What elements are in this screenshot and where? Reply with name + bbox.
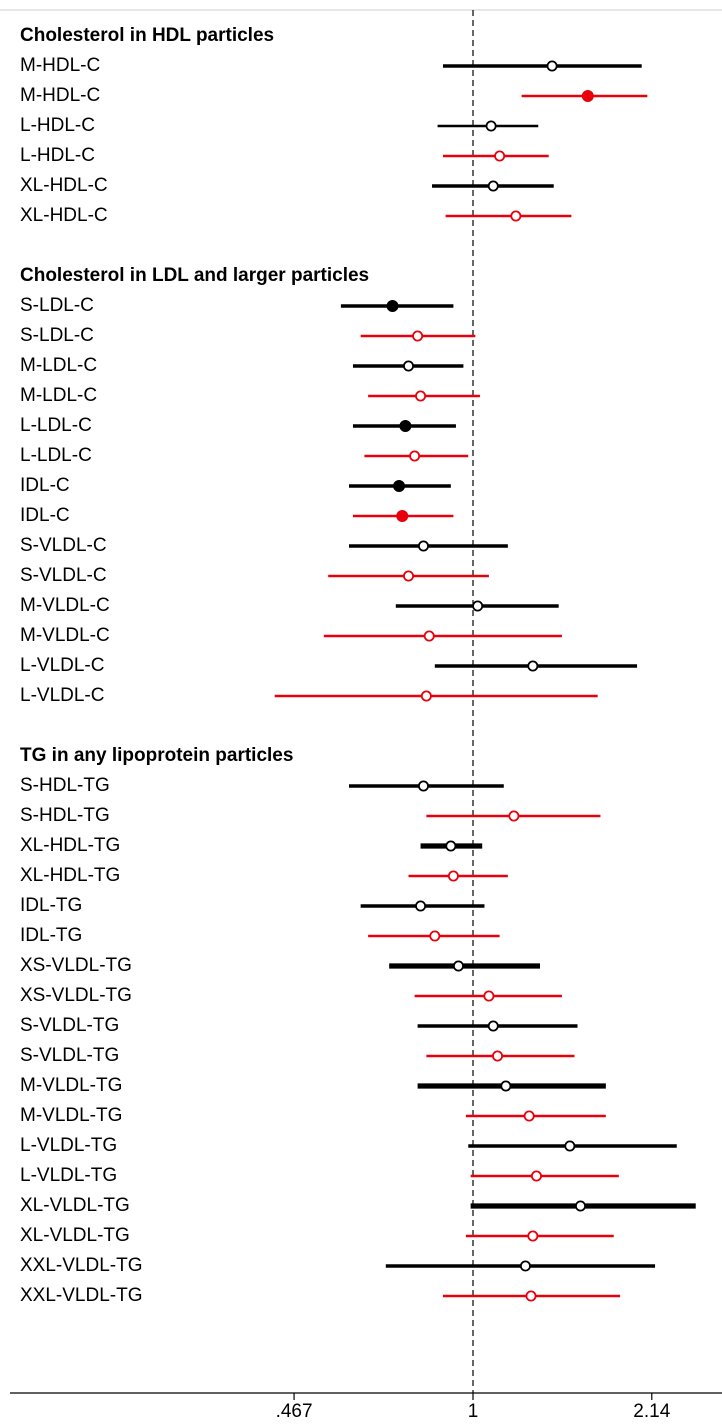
point-estimate-hollow <box>445 840 457 852</box>
row-label: M-HDL-C <box>20 55 100 76</box>
point-estimate-hollow <box>519 1260 531 1272</box>
row-label: L-HDL-C <box>20 115 95 136</box>
section-title: Cholesterol in LDL and larger particles <box>20 265 369 286</box>
point-estimate-hollow <box>492 1050 504 1062</box>
row-label: IDL-TG <box>20 925 82 946</box>
point-estimate-hollow <box>472 600 484 612</box>
row-label: XL-HDL-TG <box>20 835 120 856</box>
row-label: L-HDL-C <box>20 145 95 166</box>
point-estimate-hollow <box>487 1020 499 1032</box>
row-label: S-LDL-C <box>20 325 94 346</box>
row-label: S-HDL-TG <box>20 775 110 796</box>
point-estimate-hollow <box>429 930 441 942</box>
point-estimate-hollow <box>417 780 429 792</box>
x-tick-label: 2.14 <box>633 1401 670 1422</box>
row-label: M-HDL-C <box>20 85 100 106</box>
row-label: M-VLDL-C <box>20 625 110 646</box>
point-estimate-hollow <box>530 1170 542 1182</box>
point-estimate-hollow <box>546 60 558 72</box>
row-label: M-VLDL-TG <box>20 1105 122 1126</box>
point-estimate-hollow <box>415 900 427 912</box>
point-estimate-hollow <box>574 1200 586 1212</box>
row-label: M-LDL-C <box>20 355 97 376</box>
row-label: L-VLDL-C <box>20 685 104 706</box>
row-label: XL-VLDL-TG <box>20 1225 130 1246</box>
row-label: XL-HDL-C <box>20 175 108 196</box>
row-label: S-VLDL-C <box>20 535 107 556</box>
row-label: S-VLDL-TG <box>20 1045 119 1066</box>
point-estimate-hollow <box>415 390 427 402</box>
row-label: L-VLDL-TG <box>20 1165 117 1186</box>
row-label: XXL-VLDL-TG <box>20 1285 142 1306</box>
row-label: L-VLDL-C <box>20 655 104 676</box>
marks-layer <box>274 60 696 1302</box>
point-estimate-hollow <box>412 330 424 342</box>
row-label: IDL-C <box>20 475 70 496</box>
x-tick-label: .467 <box>276 1401 313 1422</box>
point-estimate-hollow <box>423 630 435 642</box>
point-estimate-hollow <box>417 540 429 552</box>
row-label: M-VLDL-TG <box>20 1075 122 1096</box>
row-label: L-LDL-C <box>20 445 92 466</box>
row-label: XL-HDL-TG <box>20 865 120 886</box>
x-tick-label: 1 <box>468 1401 479 1422</box>
point-estimate-hollow <box>483 990 495 1002</box>
point-estimate-hollow <box>500 1080 512 1092</box>
point-estimate-hollow <box>447 870 459 882</box>
sections-layer: Cholesterol in HDL particles M-HDL-C M-HDL… <box>20 25 369 1306</box>
row-label: S-LDL-C <box>20 295 94 316</box>
point-estimate-filled <box>399 420 412 432</box>
row-label: IDL-TG <box>20 895 82 916</box>
row-label: S-VLDL-C <box>20 565 107 586</box>
row-label: S-VLDL-TG <box>20 1015 119 1036</box>
point-estimate-hollow <box>403 360 415 372</box>
row-label: XS-VLDL-TG <box>20 985 132 1006</box>
row-label: IDL-C <box>20 505 70 526</box>
section-title: TG in any lipoprotein particles <box>20 745 293 766</box>
point-estimate-hollow <box>494 150 506 162</box>
point-estimate-hollow <box>485 120 497 132</box>
row-label: M-VLDL-C <box>20 595 110 616</box>
point-estimate-filled <box>581 90 594 102</box>
row-label: M-LDL-C <box>20 385 97 406</box>
point-estimate-hollow <box>487 180 499 192</box>
row-label: S-HDL-TG <box>20 805 110 826</box>
point-estimate-filled <box>396 510 409 522</box>
point-estimate-filled <box>393 480 406 492</box>
row-label: XXL-VLDL-TG <box>20 1255 142 1276</box>
point-estimate-hollow <box>420 690 432 702</box>
row-label: XL-HDL-C <box>20 205 108 226</box>
point-estimate-filled <box>386 300 399 312</box>
point-estimate-hollow <box>525 1290 537 1302</box>
x-axis-ticks: .467 1 2.14 <box>276 1393 671 1422</box>
point-estimate-hollow <box>523 1110 535 1122</box>
point-estimate-hollow <box>510 210 522 222</box>
row-label: XL-VLDL-TG <box>20 1195 130 1216</box>
point-estimate-hollow <box>527 660 539 672</box>
section-title: Cholesterol in HDL particles <box>20 25 274 46</box>
point-estimate-hollow <box>527 1230 539 1242</box>
point-estimate-hollow <box>403 570 415 582</box>
point-estimate-hollow <box>409 450 421 462</box>
row-label: XS-VLDL-TG <box>20 955 132 976</box>
row-label: L-VLDL-TG <box>20 1135 117 1156</box>
point-estimate-hollow <box>508 810 520 822</box>
point-estimate-hollow <box>564 1140 576 1152</box>
row-label: L-LDL-C <box>20 415 92 436</box>
point-estimate-hollow <box>452 960 464 972</box>
